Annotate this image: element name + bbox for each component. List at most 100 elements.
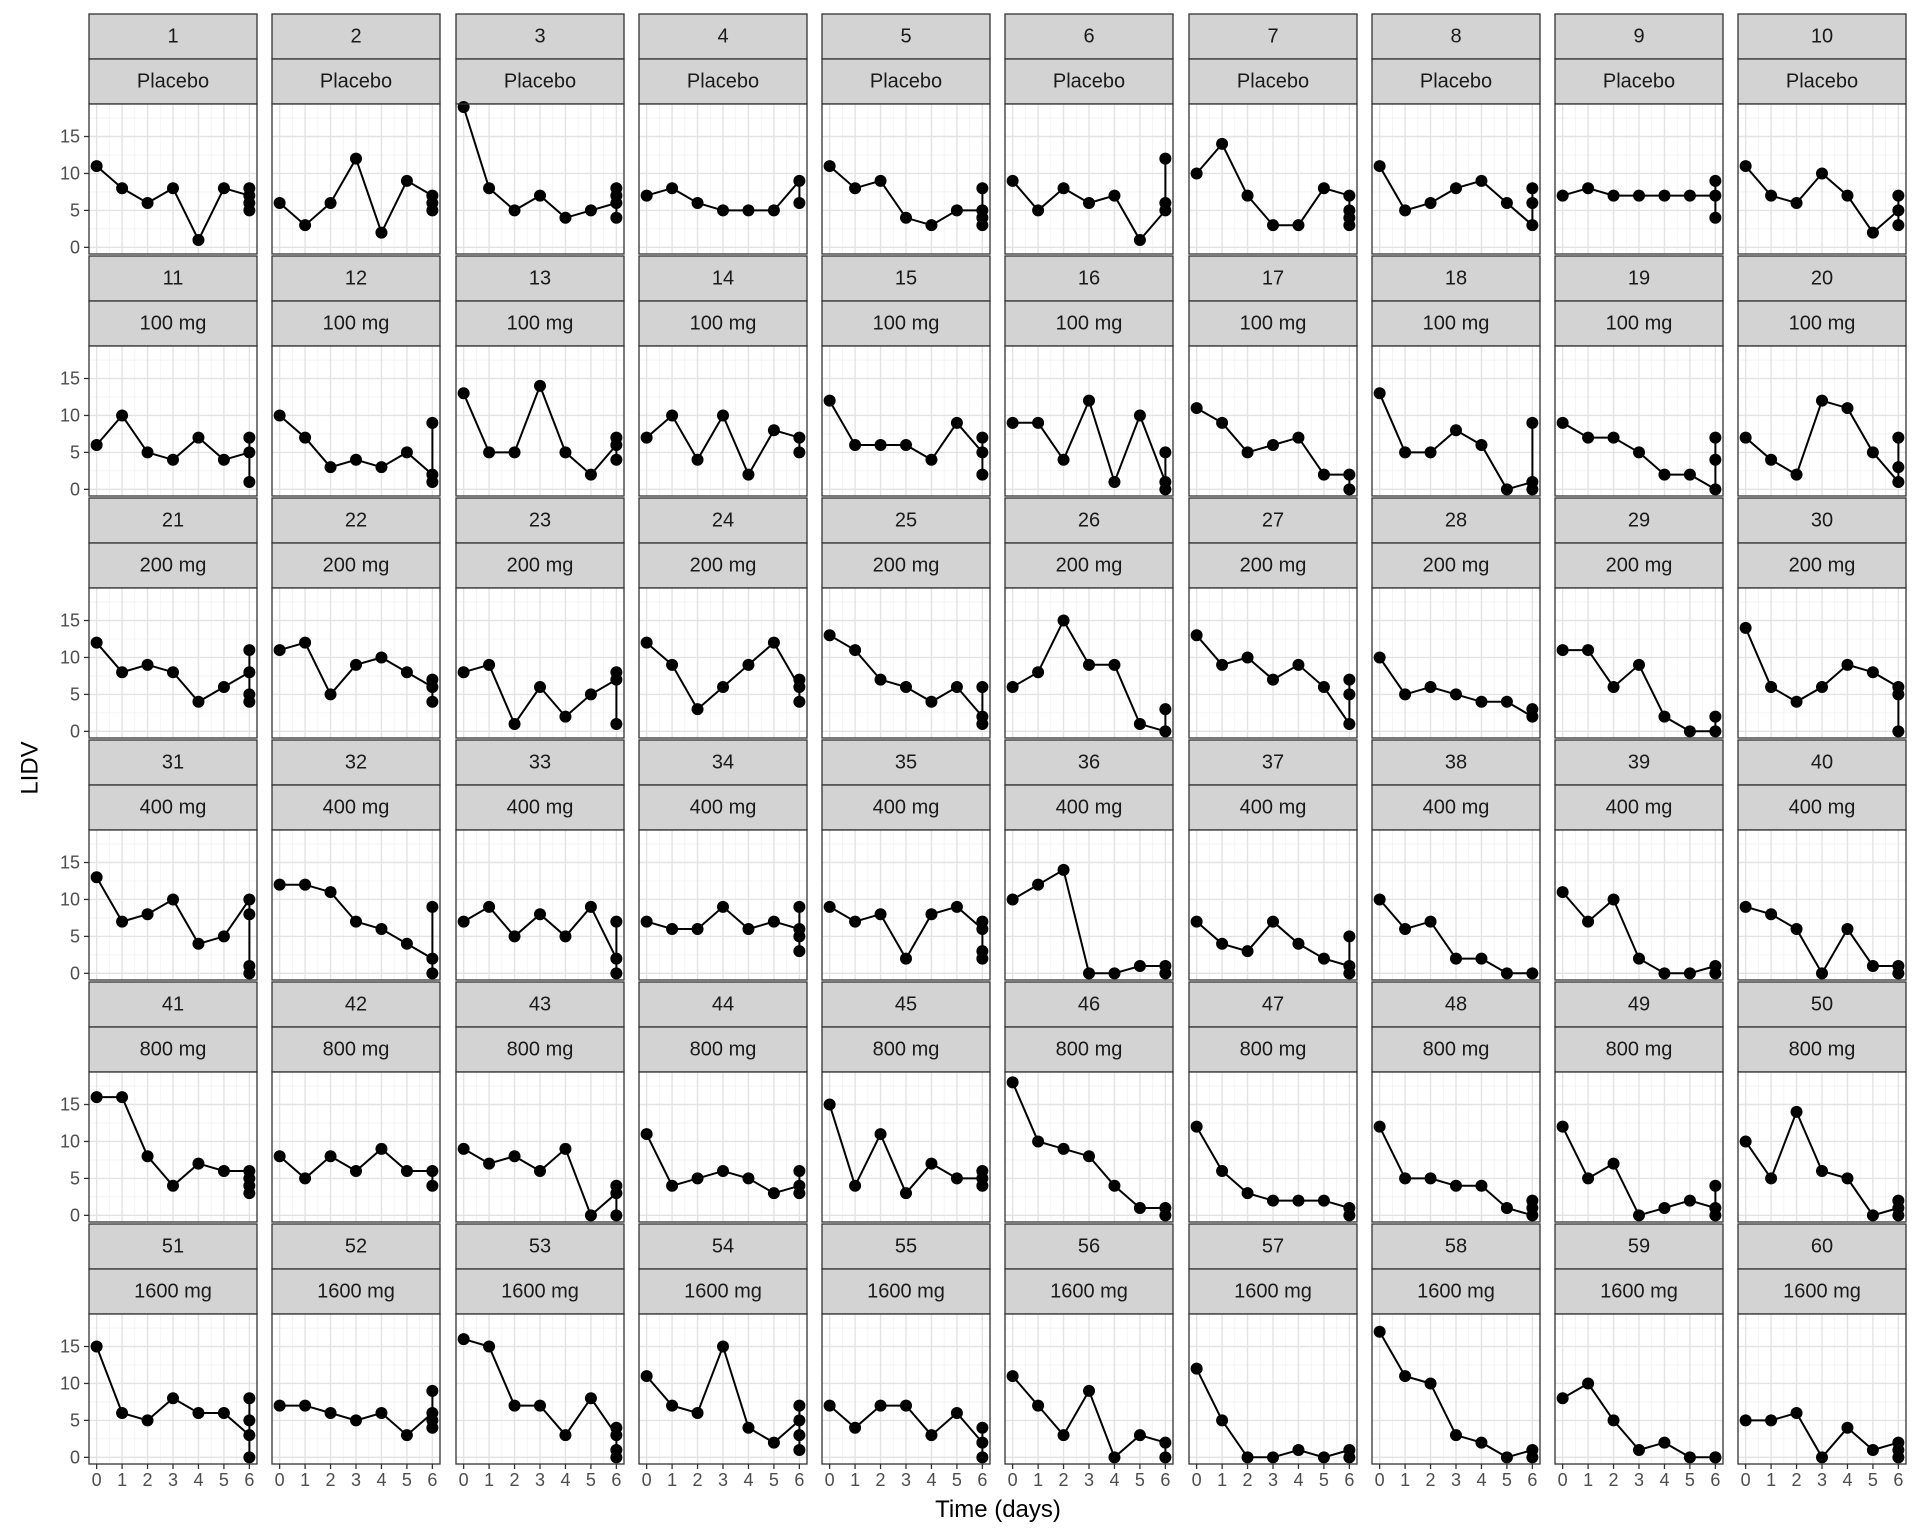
facet-panel-27: 27 200 mg	[1188, 497, 1358, 739]
x-tick-label: 4	[1659, 1470, 1669, 1490]
x-tick-label: 2	[693, 1470, 703, 1490]
data-point	[976, 182, 989, 195]
panel-border	[1371, 1071, 1541, 1223]
data-point	[243, 1187, 256, 1200]
data-point	[1556, 416, 1569, 429]
data-point	[1658, 1436, 1671, 1449]
strip-group-label: 400 mg	[1789, 797, 1856, 819]
data-point	[793, 900, 806, 913]
strip-id-label: 45	[895, 994, 917, 1016]
data-point	[742, 658, 755, 671]
data-point	[273, 878, 286, 891]
data-point	[1292, 937, 1305, 950]
panel-border	[1004, 103, 1174, 255]
facet-panel-1: 1 Placebo 0 5 10 15	[60, 13, 258, 257]
strip-group-label: 800 mg	[1789, 1039, 1856, 1061]
data-point	[508, 204, 521, 217]
x-tick-label: 4	[743, 1470, 753, 1490]
y-tick-label: 15	[60, 853, 80, 873]
strip-group-label: 800 mg	[690, 1039, 757, 1061]
data-point	[1866, 959, 1879, 972]
data-point	[1607, 431, 1620, 444]
data-point	[874, 1128, 887, 1141]
panel-border	[88, 829, 258, 981]
data-point	[584, 900, 597, 913]
strip-id-box	[1737, 255, 1907, 302]
data-point	[1709, 211, 1722, 224]
data-point	[1892, 1194, 1905, 1207]
data-point	[610, 717, 623, 730]
data-point	[1892, 725, 1905, 738]
data-point	[610, 1179, 623, 1192]
data-point	[1108, 189, 1121, 202]
data-point	[1373, 1325, 1386, 1338]
data-point	[243, 908, 256, 921]
panel-border	[455, 1071, 625, 1223]
data-point	[1133, 959, 1146, 972]
strip-id-label: 9	[1633, 26, 1644, 48]
data-point	[900, 211, 912, 224]
strip-group-box	[455, 58, 625, 105]
data-point	[1816, 1451, 1828, 1464]
x-tick-label: 5	[1135, 1470, 1145, 1490]
series-line	[646, 905, 801, 952]
x-tick-label: 0	[1558, 1470, 1568, 1490]
data-point	[243, 1172, 256, 1185]
data-point	[691, 703, 704, 716]
data-point	[167, 453, 179, 466]
data-point	[426, 416, 439, 429]
y-tick-label: 10	[60, 1131, 80, 1151]
data-point	[1633, 1209, 1645, 1222]
data-point	[1709, 453, 1722, 466]
data-point	[457, 1333, 470, 1346]
strip-id-label: 51	[162, 1236, 184, 1258]
strip-id-box	[1004, 981, 1174, 1028]
data-point	[243, 644, 256, 657]
x-tick-label: 3	[1451, 1470, 1461, 1490]
data-point	[400, 666, 413, 679]
strip-id-box	[271, 1223, 441, 1270]
x-tick-label: 3	[901, 1470, 911, 1490]
data-point	[1343, 688, 1356, 701]
y-tick-label: 15	[60, 1337, 80, 1357]
data-point	[1159, 1436, 1172, 1449]
data-point	[90, 871, 103, 884]
data-point	[1424, 681, 1437, 694]
data-point	[976, 915, 989, 928]
data-point	[1683, 1194, 1696, 1207]
data-point	[350, 1165, 362, 1178]
x-tick-label: 3	[1268, 1470, 1278, 1490]
y-axis-title: LIDV	[17, 741, 44, 794]
data-point	[141, 1414, 154, 1427]
facet-panel-22: 22 200 mg	[271, 497, 441, 739]
data-point	[610, 189, 623, 202]
data-point	[1108, 1451, 1121, 1464]
data-point	[1475, 1179, 1488, 1192]
panel-border	[638, 829, 808, 981]
strip-id-label: 16	[1078, 268, 1100, 290]
strip-group-box	[455, 1026, 625, 1073]
data-point	[1317, 468, 1330, 481]
strip-id-label: 48	[1445, 994, 1467, 1016]
facet-panel-28: 28 200 mg	[1371, 497, 1541, 739]
strip-group-label: 100 mg	[1240, 313, 1307, 335]
panel-border	[271, 587, 441, 739]
strip-group-box	[1554, 784, 1724, 831]
data-point	[508, 717, 521, 730]
data-point	[950, 416, 963, 429]
data-point	[640, 636, 653, 649]
data-point	[1790, 695, 1803, 708]
strip-group-label: 800 mg	[1240, 1039, 1307, 1061]
data-point	[1841, 1172, 1854, 1185]
panel-border	[455, 345, 625, 497]
strip-id-box	[638, 981, 808, 1028]
strip-group-label: 800 mg	[873, 1039, 940, 1061]
strip-group-label: 1600 mg	[1600, 1281, 1678, 1303]
panel-border	[638, 587, 808, 739]
data-point	[1317, 1451, 1330, 1464]
x-tick-label: 5	[586, 1470, 596, 1490]
data-point	[1475, 952, 1488, 965]
strip-id-box	[821, 739, 991, 786]
facet-panel-25: 25 200 mg	[821, 497, 991, 739]
data-point	[1424, 197, 1437, 210]
